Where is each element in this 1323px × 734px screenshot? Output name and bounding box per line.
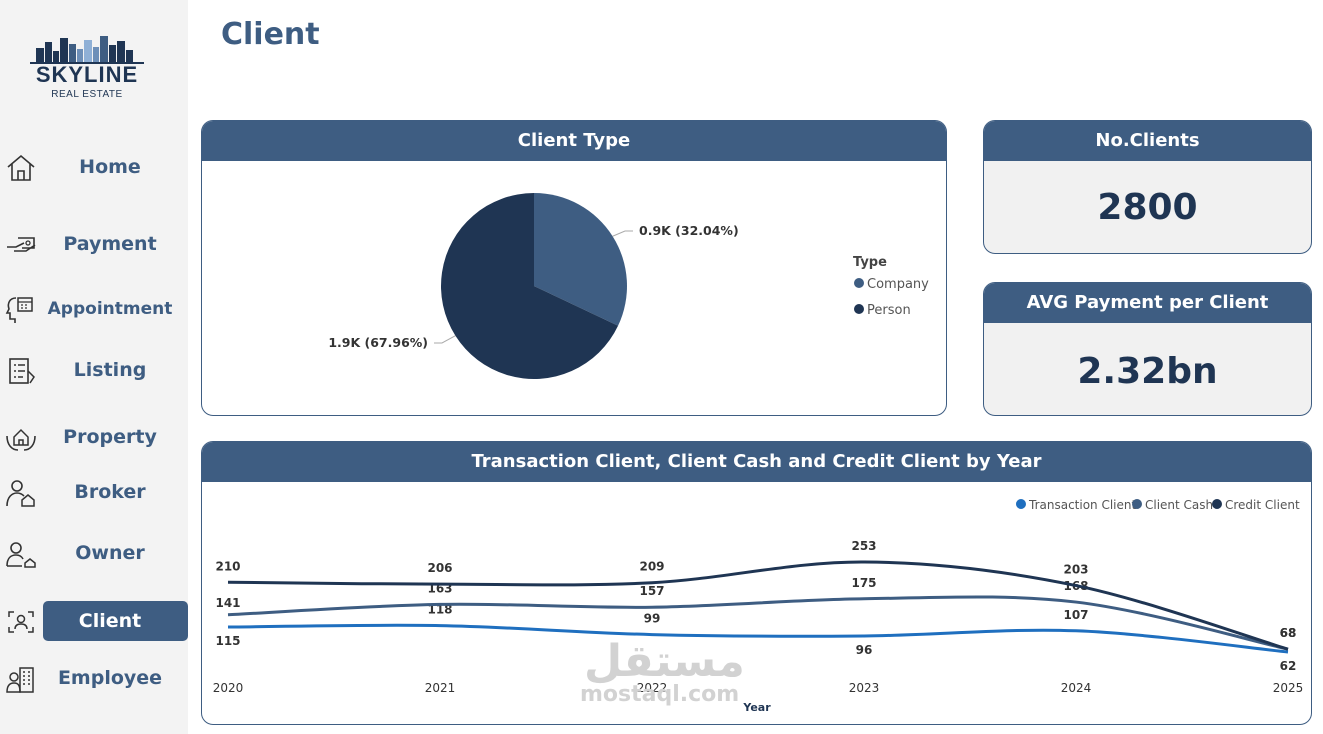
nav-label-broker: Broker: [74, 481, 146, 503]
trend-line-chart: Transaction Client Client Cash Credit Clie…: [213, 498, 1304, 714]
data-label-credit-client: 68: [1280, 626, 1297, 640]
data-label-client-cash: 68: [1280, 626, 1297, 640]
nav-label-client: Client: [78, 610, 142, 632]
line-client-cash[interactable]: [227, 595, 1289, 651]
legend-dot-transaction-client: [1016, 499, 1026, 509]
data-label-transaction-client: 107: [1063, 608, 1088, 622]
data-label-transaction-client: 115: [215, 634, 240, 648]
legend-title: Type: [853, 255, 887, 270]
data-label-credit-client: 203: [1063, 563, 1088, 577]
mostaql-watermark: مستقل mostaql.com: [580, 636, 745, 708]
nav-item-property[interactable]: Property: [0, 417, 188, 457]
data-label-client-cash: 141: [215, 596, 240, 610]
data-label-credit-client: 253: [851, 539, 876, 553]
trend-card: Transaction Client, Client Cash and Cred…: [201, 441, 1312, 725]
client-type-title: Client Type: [202, 121, 946, 161]
listing-document-icon: [9, 358, 35, 384]
watermark-arabic: مستقل: [584, 636, 745, 687]
data-label-credit-client: 210: [215, 559, 240, 573]
sidebar: SKYLINE REAL ESTATE Home Payment Appoint…: [0, 0, 188, 734]
pie-leader-person: [434, 335, 456, 344]
nav-item-home[interactable]: Home: [0, 147, 188, 187]
legend-person-dot: [854, 304, 864, 314]
page-title: Client: [221, 17, 320, 52]
avg-payment-title: AVG Payment per Client: [984, 283, 1311, 323]
x-tick-label: 2025: [1273, 681, 1304, 695]
brand-subtitle: REAL ESTATE: [51, 89, 123, 100]
active-nav-highlight: [43, 601, 188, 641]
nav-label-property: Property: [63, 426, 157, 448]
client-scan-icon: [8, 611, 34, 633]
home-icon: [7, 154, 35, 181]
legend-company-dot: [854, 278, 864, 288]
skyline-logo-icon: [30, 36, 144, 64]
avg-payment-value: 2.32bn: [1077, 351, 1218, 392]
nav-item-owner[interactable]: Owner: [0, 533, 188, 573]
data-label-client-cash: 157: [639, 584, 664, 598]
legend-dot-client-cash: [1132, 499, 1142, 509]
line-transaction-client[interactable]: [227, 623, 1289, 654]
owner-person-icon: [6, 542, 36, 568]
nav-label-owner: Owner: [75, 542, 145, 564]
data-label-transaction-client: 118: [427, 603, 452, 617]
x-axis-label: Year: [742, 701, 771, 714]
nav-item-broker[interactable]: Broker: [0, 472, 188, 512]
line-credit-client[interactable]: [227, 560, 1289, 651]
watermark-latin: mostaql.com: [580, 682, 740, 707]
nav-label-appointment: Appointment: [47, 299, 173, 319]
brand-logo: SKYLINE REAL ESTATE: [28, 32, 146, 104]
nav-label-employee: Employee: [57, 667, 163, 689]
x-tick-label: 2024: [1061, 681, 1092, 695]
legend-label-transaction-client[interactable]: Transaction Client: [1028, 498, 1136, 512]
pie-label-company: 0.9K (32.04%): [639, 223, 739, 238]
x-tick-label: 2020: [213, 681, 244, 695]
avg-payment-card: AVG Payment per Client 2.32bn: [983, 282, 1312, 416]
data-label-transaction-client: 99: [644, 612, 661, 626]
data-label-credit-client: 206: [427, 561, 452, 575]
nav-label-payment: Payment: [63, 233, 157, 255]
nav-item-client[interactable]: Client: [0, 601, 188, 641]
no-clients-value: 2800: [1097, 187, 1198, 228]
nav-label-home: Home: [79, 156, 141, 178]
employee-building-icon: [6, 667, 34, 693]
broker-person-icon: [6, 480, 35, 507]
client-type-pie-chart: 0.9K (32.04%)1.9K (67.96%) Type Company …: [328, 193, 929, 379]
property-hands-icon: [6, 428, 36, 451]
no-clients-title: No.Clients: [984, 121, 1311, 161]
data-label-credit-client: 209: [639, 560, 664, 574]
data-label-transaction-client: 96: [856, 643, 873, 657]
nav-item-employee[interactable]: Employee: [0, 658, 188, 698]
legend-dot-credit-client: [1212, 499, 1222, 509]
payment-hand-icon: [7, 237, 36, 252]
legend-company-label[interactable]: Company: [867, 277, 929, 292]
x-tick-label: 2023: [849, 681, 880, 695]
legend-label-credit-client[interactable]: Credit Client: [1225, 498, 1300, 512]
pie-label-person: 1.9K (67.96%): [328, 335, 428, 350]
nav-item-appointment[interactable]: Appointment: [0, 288, 188, 328]
legend-person-label[interactable]: Person: [867, 303, 911, 318]
pie-leader-company: [612, 230, 633, 237]
no-clients-card: No.Clients 2800: [983, 120, 1312, 254]
data-label-client-cash: 175: [851, 576, 876, 590]
data-label-transaction-client: 62: [1280, 659, 1297, 673]
pie-slice-company[interactable]: [534, 193, 627, 326]
nav-label-listing: Listing: [73, 359, 147, 381]
client-type-card: Client Type 0.9K (32.04%) 1.9K (67.96%) T…: [201, 120, 947, 416]
x-tick-label: 2022: [637, 681, 668, 695]
brand-name: SKYLINE: [35, 62, 139, 87]
nav-item-payment[interactable]: Payment: [0, 224, 188, 264]
calendar-head-icon: [5, 297, 33, 323]
nav-item-listing[interactable]: Listing: [0, 350, 188, 390]
pie-slice-person[interactable]: [441, 193, 619, 379]
trend-title: Transaction Client, Client Cash and Cred…: [202, 442, 1311, 482]
x-tick-label: 2021: [425, 681, 456, 695]
legend-label-client-cash[interactable]: Client Cash: [1145, 498, 1213, 512]
